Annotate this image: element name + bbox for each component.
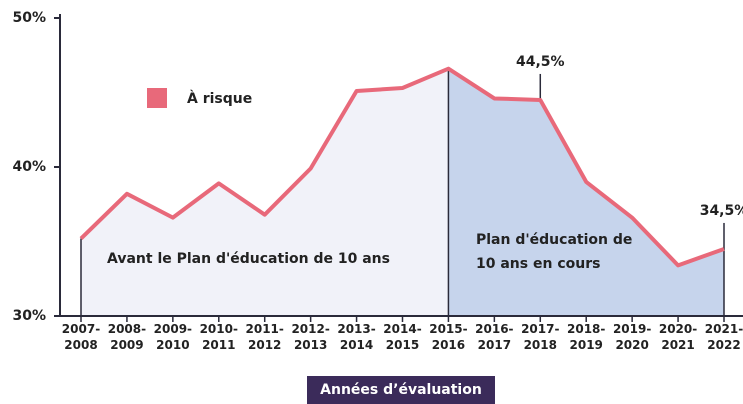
x-tick-label: 2015-2016 [429,322,468,352]
x-tick-label: 2010-2011 [199,322,238,352]
x-tick-label: 2019-2020 [612,322,652,352]
y-tick-label: 40% [12,159,46,175]
area [448,68,724,316]
y-tick-label: 50% [12,10,46,26]
x-tick-label: 2014-2015 [383,322,422,352]
legend-swatch [147,88,167,108]
x-tick-label: 2009-2010 [153,322,193,352]
x-tick-label: 2020-2021 [658,322,698,352]
x-tick-label: 2016-2017 [475,322,514,352]
legend-label: À risque [187,90,252,107]
x-tick-label: 2017-2018 [521,322,560,352]
x-tick-label: 2018-2019 [567,322,606,352]
value-label: 44,5% [516,54,565,70]
x-tick-label: 2008-2009 [107,322,147,352]
x-tick-label: 2011-2012 [245,322,284,352]
line [79,66,725,268]
x-axis-label: Années d’évaluation [307,376,495,404]
x-tick-label: 2021-2022 [704,322,743,352]
area [81,68,449,316]
value-label: 34,5% [700,203,743,219]
y-tick-label: 30% [12,308,46,324]
x-tick-label: 2013-2014 [337,322,376,352]
annotation: Plan d'éducation de 10 ans en cours [476,232,633,272]
x-tick-label: 2007-2008 [61,322,101,352]
x-tick-label: 2012-2013 [291,322,330,352]
annotation: Avant le Plan d'éducation de 10 ans [107,251,390,267]
